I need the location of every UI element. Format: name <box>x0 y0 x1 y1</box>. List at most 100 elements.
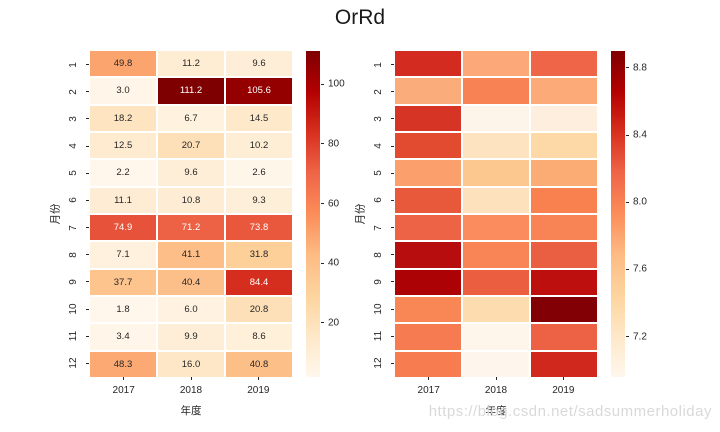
y-tick-mark <box>391 172 394 174</box>
y-tick-label: 8 <box>68 251 79 258</box>
y-tick-mark <box>391 227 394 229</box>
y-tick-mark <box>391 199 394 201</box>
right-heatmap-grid <box>395 51 597 377</box>
colorbar-tick-mark <box>626 134 629 136</box>
heatmap-cell: 6.7 <box>158 105 224 131</box>
x-tick-mark <box>257 377 259 380</box>
heatmap-cell: 10.8 <box>158 187 224 213</box>
colorbar-tick-mark <box>626 201 629 203</box>
x-tick-label: 2017 <box>417 385 440 396</box>
heatmap-cell <box>463 297 529 323</box>
heatmap-cell: 3.4 <box>90 324 156 350</box>
y-tick-label: 7 <box>373 224 384 231</box>
y-tick-mark <box>391 91 394 93</box>
heatmap-cell: 11.2 <box>158 51 224 77</box>
x-tick-mark <box>562 377 564 380</box>
x-tick-label: 2017 <box>112 385 135 396</box>
y-tick-mark <box>391 281 394 283</box>
heatmap-cell <box>395 160 461 186</box>
heatmap-cell: 84.4 <box>226 269 292 295</box>
heatmap-cell: 8.6 <box>226 324 292 350</box>
heatmap-cell <box>395 351 461 377</box>
colorbar-tick-mark <box>626 268 629 270</box>
colorbar-tick-label: 7.6 <box>633 263 647 275</box>
axes-0: 49.8 11.2 9.6 3.0 111.2 105.6 18.2 6.7 14.5 12.5 2… <box>50 51 292 417</box>
x-tick-mark <box>190 377 192 380</box>
heatmap-cell <box>395 324 461 350</box>
colorbar-tick-label: 7.2 <box>633 331 647 343</box>
heatmap-cell: 1.8 <box>90 297 156 323</box>
heatmap-cell <box>463 351 529 377</box>
x-tick-label: 2018 <box>179 385 203 396</box>
heatmap-cell <box>531 351 597 377</box>
heatmap-cell: 6.0 <box>158 297 224 323</box>
colorbar-tick-label: 60 <box>328 198 340 210</box>
axes-1: 年度 月份 2017 2018 2019 1 2 3 4 5 6 7 8 9 10 11 12 <box>355 51 597 417</box>
heatmap-cell <box>463 215 529 241</box>
heatmap-cell: 49.8 <box>90 51 156 77</box>
heatmap-cell <box>395 242 461 268</box>
heatmap-cell <box>531 51 597 77</box>
heatmap-cell <box>395 269 461 295</box>
heatmap-cell: 3.0 <box>90 78 156 104</box>
heatmap-cell: 9.3 <box>226 187 292 213</box>
y-tick-mark <box>86 254 89 256</box>
colorbar-tick-label: 8.4 <box>633 129 647 141</box>
heatmap-cell: 31.8 <box>226 242 292 268</box>
heatmap-cell <box>531 297 597 323</box>
heatmap-cell: 9.6 <box>226 51 292 77</box>
heatmap-cell <box>463 51 529 77</box>
heatmap-cell <box>395 51 461 77</box>
heatmap-cell: 40.8 <box>226 351 292 377</box>
y-tick-mark <box>391 362 394 364</box>
y-tick-mark <box>86 91 89 93</box>
y-tick-label: 12 <box>373 357 384 369</box>
y-tick-label: 2 <box>373 88 384 95</box>
y-tick-mark <box>391 145 394 147</box>
y-tick-label: 4 <box>68 143 79 149</box>
colorbar-1: 7.2 7.6 8.0 8.4 8.8 <box>611 51 647 377</box>
colorbar-tick-label: 8.8 <box>633 62 647 74</box>
y-tick-label: 9 <box>68 279 79 285</box>
y-tick-mark <box>86 227 89 229</box>
colorbar-tick-mark <box>321 83 324 85</box>
x-tick-mark <box>495 377 497 380</box>
heatmap-cell: 41.1 <box>158 242 224 268</box>
y-tick-mark <box>86 281 89 283</box>
heatmap-cell: 48.3 <box>90 351 156 377</box>
heatmap-cell <box>531 105 597 131</box>
y-tick-label: 11 <box>373 331 384 342</box>
colorbar-tick-label: 20 <box>328 317 340 329</box>
x-tick-mark <box>428 377 430 380</box>
heatmap-cell <box>531 160 597 186</box>
y-tick-label: 5 <box>373 170 384 177</box>
heatmap-cell: 2.2 <box>90 160 156 186</box>
colorbar-tick-label: 80 <box>328 138 340 150</box>
heatmap-cell <box>463 324 529 350</box>
heatmap-cell: 20.8 <box>226 297 292 323</box>
heatmap-cell: 16.0 <box>158 351 224 377</box>
y-tick-mark <box>391 118 394 120</box>
y-tick-mark <box>86 118 89 120</box>
y-tick-label: 5 <box>68 170 79 177</box>
heatmap-cell: 20.7 <box>158 133 224 159</box>
y-tick-label: 3 <box>68 116 79 122</box>
heatmap-cell <box>395 105 461 131</box>
heatmap-cell <box>463 133 529 159</box>
y-tick-mark <box>86 145 89 147</box>
y-tick-mark <box>86 335 89 337</box>
x-tick-label: 2018 <box>484 385 508 396</box>
heatmap-cell: 73.8 <box>226 215 292 241</box>
ylabel-left: 月份 <box>49 203 62 225</box>
y-tick-mark <box>391 335 394 337</box>
y-tick-label: 6 <box>373 197 384 204</box>
colorbar-tick-label: 40 <box>328 257 340 269</box>
colorbar-tick-label: 100 <box>328 78 345 90</box>
heatmap-cell <box>463 242 529 268</box>
heatmap-cell <box>395 187 461 213</box>
heatmap-cell: 111.2 <box>158 78 224 104</box>
heatmap-cell <box>463 160 529 186</box>
heatmap-cell: 7.1 <box>90 242 156 268</box>
y-tick-label: 11 <box>68 331 79 342</box>
y-tick-mark <box>86 172 89 174</box>
